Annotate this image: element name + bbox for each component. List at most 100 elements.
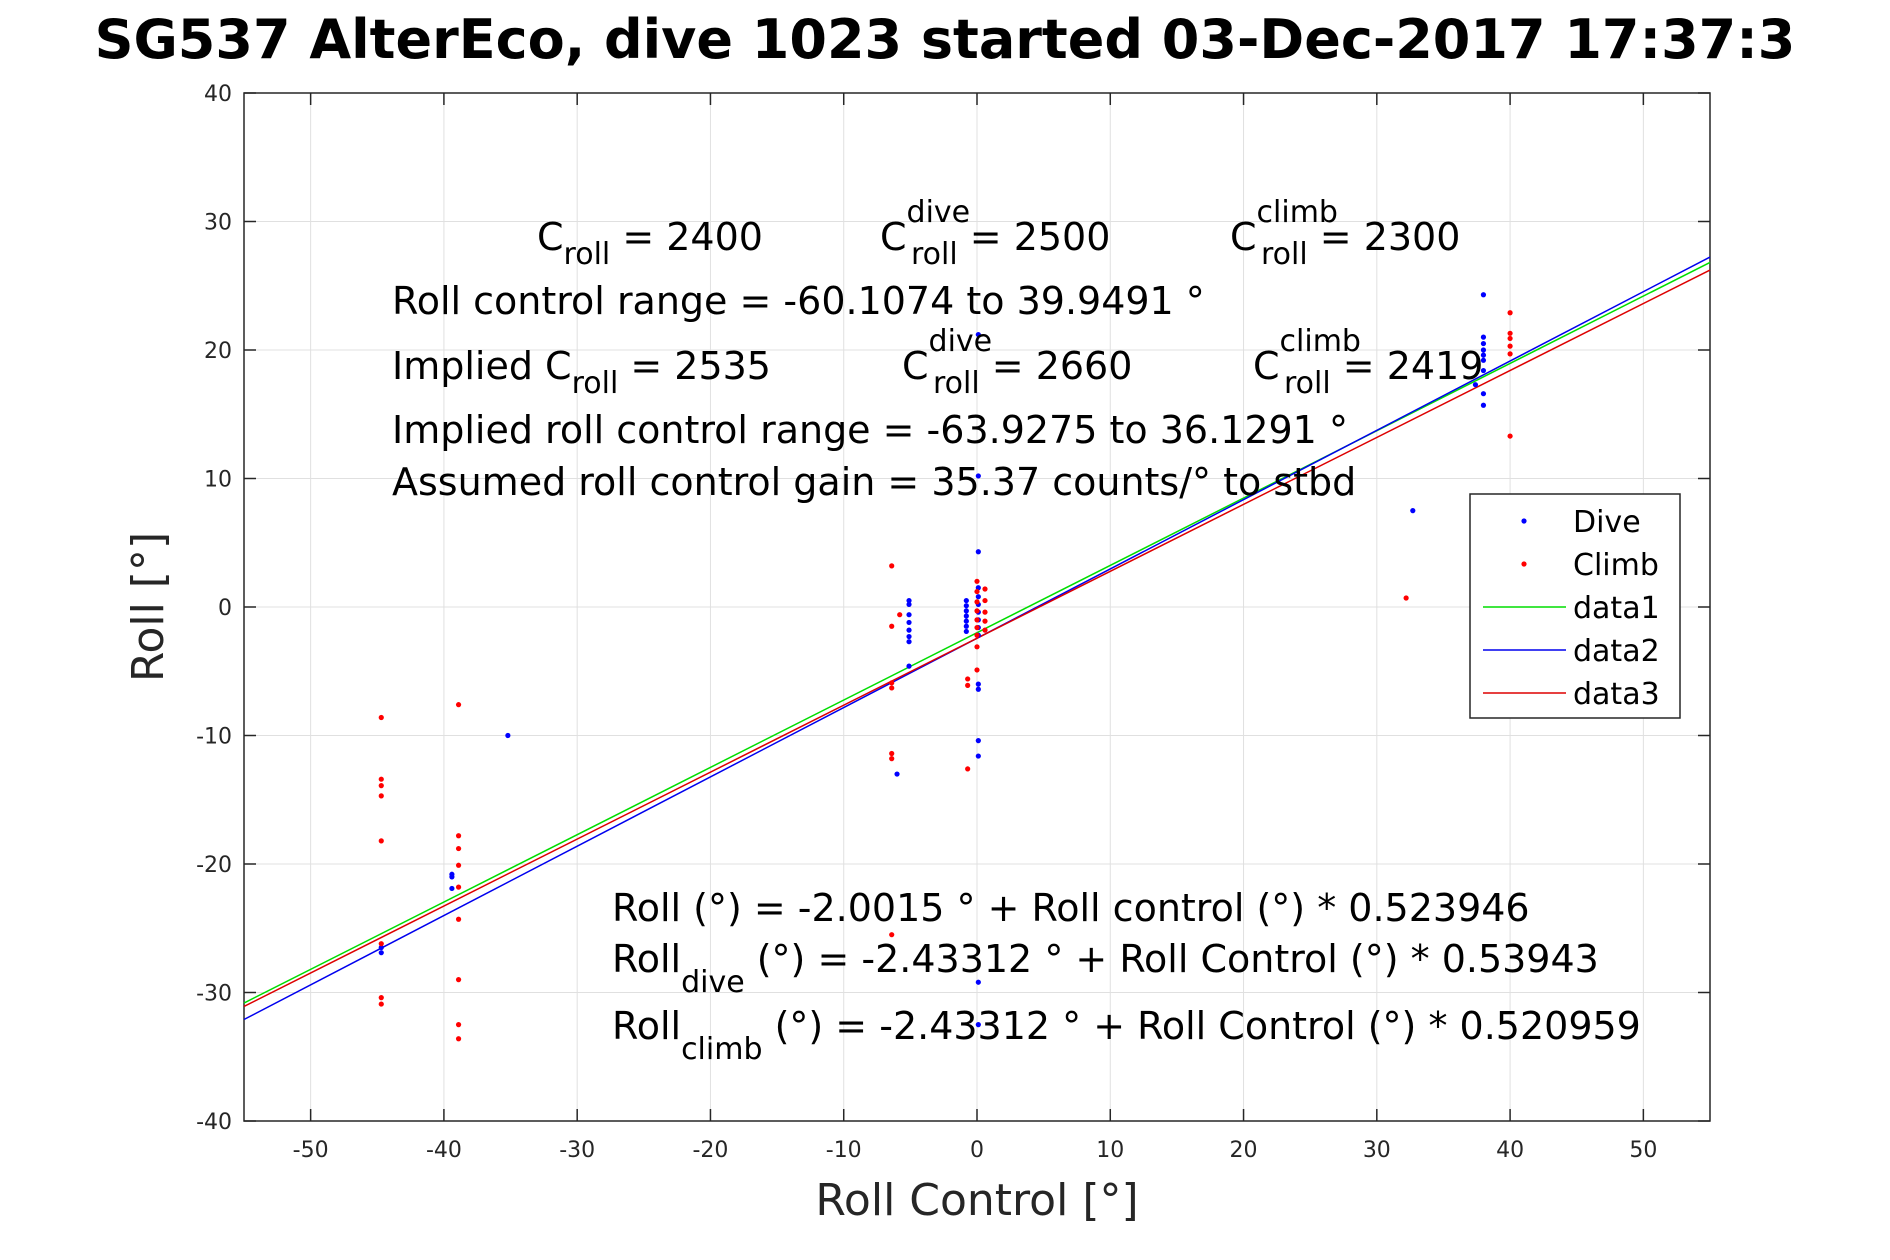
point-dive (1480, 352, 1487, 358)
tick-label-x: 30 (1363, 1138, 1391, 1163)
point-dive (975, 686, 981, 692)
point-climb (378, 783, 384, 789)
point-climb (1507, 330, 1513, 336)
point-climb (455, 702, 462, 708)
point-climb (889, 685, 895, 691)
point-climb (974, 599, 980, 605)
annotation-c-dive: Cdive roll = 2500 (880, 195, 1110, 272)
point-climb (965, 766, 971, 772)
tick-label-y: -20 (196, 853, 232, 878)
tick-label-y: -40 (196, 1110, 232, 1135)
point-dive (378, 944, 384, 951)
tick-label-x: 40 (1496, 1138, 1524, 1163)
point-dive (906, 601, 912, 608)
point-dive (906, 597, 912, 604)
point-dive (449, 874, 455, 880)
point-climb (378, 776, 384, 782)
legend-marker-climb (1521, 561, 1527, 567)
tick-label-x: 0 (970, 1138, 984, 1163)
point-dive (1480, 357, 1487, 363)
point-dive (963, 628, 969, 635)
tick-label-x: -20 (692, 1138, 728, 1163)
point-climb (455, 1036, 462, 1042)
point-climb (974, 667, 980, 673)
tick-label-y: 0 (218, 596, 232, 621)
annotation-implied-range: Implied roll control range = -63.9275 to… (392, 408, 1348, 452)
tick-label-y: 30 (204, 211, 232, 236)
point-climb (1403, 595, 1409, 601)
tick-label-x: 20 (1230, 1138, 1258, 1163)
point-dive (975, 738, 981, 744)
point-climb (455, 833, 462, 839)
point-dive (906, 633, 912, 640)
point-dive (1410, 508, 1416, 514)
point-climb (897, 612, 903, 618)
point-dive (1480, 367, 1487, 374)
point-climb (889, 623, 895, 629)
legend-box (1469, 493, 1681, 719)
point-climb (455, 916, 462, 922)
point-climb (1507, 351, 1513, 357)
tick-label-x: 50 (1629, 1138, 1657, 1163)
point-dive (963, 623, 969, 629)
point-climb (889, 680, 895, 686)
point-climb (378, 941, 384, 947)
tick-label-x: 10 (1096, 1138, 1124, 1163)
tick-label-y: -10 (196, 725, 232, 750)
point-climb (455, 1022, 462, 1028)
annotation-fit-dive: Rolldive (°) = -2.43312 ° + Roll Control… (612, 937, 1599, 1000)
point-dive (963, 618, 969, 624)
annotation-c-roll: Croll = 2400 (537, 215, 763, 272)
point-dive (894, 771, 900, 777)
point-climb (1507, 343, 1513, 349)
point-dive (1480, 347, 1487, 353)
annotation-implied-c-roll: Implied Croll = 2535 (392, 344, 771, 401)
point-climb (982, 618, 988, 624)
point-climb (889, 756, 895, 762)
point-dive (449, 885, 455, 892)
point-dive (906, 619, 912, 626)
annotations: Croll = 2400 Cdive roll = 2500 Cclimb roll… (392, 195, 1641, 1067)
legend-label-data3: data3 (1573, 677, 1660, 712)
axis-ticks: -50 -40 -30 -20 -10 0 10 20 30 40 50 -40 -30 -20 -10 0 1… (196, 82, 1710, 1163)
annotation-implied-c-dive: Cdive roll = 2660 (902, 324, 1132, 401)
point-climb (974, 588, 980, 595)
point-dive (975, 681, 981, 687)
point-climb (1507, 310, 1513, 316)
chart-title: SG537 AlterEco, dive 1023 started 03-Dec… (95, 8, 1796, 71)
scatter-points (378, 292, 1513, 1042)
point-climb (974, 624, 980, 631)
point-dive (1480, 391, 1487, 397)
point-climb (455, 977, 462, 983)
tick-label-y: 20 (204, 339, 232, 364)
legend: Dive Climb data1 data2 data3 (1469, 493, 1681, 719)
point-climb (378, 793, 384, 799)
point-dive (975, 473, 981, 479)
point-dive (906, 612, 912, 618)
legend-marker-dive (1521, 518, 1527, 524)
point-dive (1480, 402, 1487, 408)
point-dive (378, 950, 384, 956)
point-dive (963, 608, 969, 614)
point-climb (974, 632, 980, 638)
tick-label-y: 40 (204, 82, 232, 107)
tick-label-x: -10 (826, 1138, 862, 1163)
tick-label-x: -40 (426, 1138, 462, 1163)
legend-label-data2: data2 (1573, 634, 1660, 669)
point-dive (1480, 334, 1487, 340)
point-dive (906, 627, 912, 633)
point-climb (982, 597, 988, 604)
point-dive (963, 603, 969, 609)
point-climb (1507, 433, 1513, 439)
point-dive (505, 732, 511, 739)
point-climb (965, 682, 971, 688)
point-climb (974, 608, 980, 614)
legend-label-climb: Climb (1573, 548, 1659, 583)
point-climb (378, 714, 384, 721)
series-line-data3 (243, 269, 1711, 1008)
tick-label-y: 10 (204, 468, 232, 493)
point-dive (975, 331, 981, 338)
point-climb (889, 932, 895, 938)
point-climb (889, 750, 895, 757)
